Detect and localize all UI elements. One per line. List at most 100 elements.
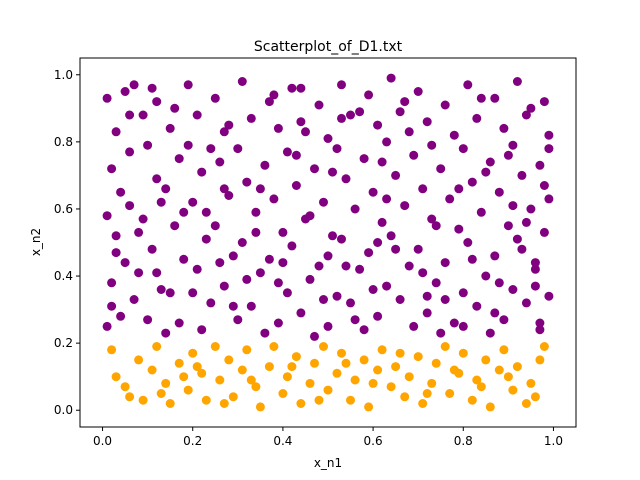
scatter-point-series-1 — [192, 110, 202, 120]
scatter-point-series-2 — [305, 378, 315, 388]
scatter-point-series-1 — [539, 97, 549, 107]
scatter-point-series-2 — [161, 378, 171, 388]
scatter-point-series-1 — [373, 238, 383, 247]
scatter-point-series-1 — [246, 301, 256, 311]
scatter-point-series-1 — [165, 288, 175, 298]
scatter-point-series-1 — [544, 291, 554, 301]
scatter-point-series-1 — [219, 127, 229, 137]
scatter-point-series-2 — [530, 392, 540, 402]
scatter-point-series-1 — [350, 204, 360, 214]
scatter-point-series-1 — [521, 217, 531, 227]
scatter-point-series-1 — [282, 147, 292, 157]
scatter-point-series-1 — [197, 325, 207, 335]
scatter-point-series-1 — [242, 274, 252, 284]
scatter-point-series-1 — [129, 80, 139, 90]
scatter-point-series-1 — [255, 268, 265, 278]
scatter-point-series-2 — [481, 355, 491, 365]
scatter-point-series-1 — [535, 325, 545, 335]
scatter-point-series-1 — [530, 281, 540, 291]
x-axis-ticks: 0.0 0.2 0.4 0.6 0.8 1.0 — [93, 427, 563, 448]
scatter-point-series-1 — [129, 295, 139, 304]
scatter-point-series-1 — [206, 298, 216, 308]
scatter-point-series-1 — [373, 311, 383, 321]
scatter-point-series-1 — [436, 328, 446, 338]
scatter-point-series-1 — [161, 184, 171, 194]
scatter-point-series-1 — [508, 140, 518, 150]
scatter-point-series-2 — [395, 348, 405, 358]
scatter-point-series-1 — [152, 268, 162, 278]
scatter-point-series-2 — [503, 372, 513, 382]
scatter-point-series-2 — [391, 362, 401, 372]
scatter-point-series-1 — [359, 325, 369, 335]
scatter-point-series-1 — [409, 321, 419, 331]
scatter-point-series-1 — [400, 201, 410, 211]
scatter-point-series-2 — [508, 385, 518, 395]
scatter-point-series-1 — [296, 308, 306, 318]
chart-title: Scatterplot_of_D1.txt — [254, 39, 403, 55]
scatter-point-series-1 — [310, 164, 319, 174]
scatter-point-series-1 — [400, 97, 410, 107]
scatter-point-series-2 — [134, 355, 144, 365]
scatter-point-series-2 — [201, 395, 211, 405]
scatter-point-series-1 — [391, 170, 401, 180]
scatter-point-series-1 — [341, 174, 351, 184]
scatter-point-series-2 — [431, 358, 441, 368]
scatter-point-series-2 — [287, 362, 297, 372]
scatter-point-series-1 — [143, 315, 153, 325]
scatter-point-series-1 — [544, 144, 554, 154]
scatter-point-series-1 — [237, 238, 247, 247]
scatter-point-series-1 — [368, 285, 378, 294]
scatter-point-series-1 — [467, 177, 477, 187]
scatter-point-series-1 — [260, 328, 270, 338]
scatter-point-series-1 — [454, 224, 464, 234]
scatter-point-series-1 — [472, 113, 482, 123]
scatter-point-series-1 — [179, 207, 189, 217]
scatter-point-series-2 — [237, 365, 247, 375]
scatter-point-series-2 — [264, 362, 274, 372]
scatter-point-series-1 — [210, 221, 220, 231]
scatter-point-series-2 — [526, 378, 536, 388]
scatter-point-series-1 — [458, 321, 468, 331]
scatter-point-series-2 — [323, 385, 333, 395]
scatter-point-series-1 — [143, 140, 153, 150]
scatter-point-series-2 — [449, 365, 459, 375]
scatter-point-series-1 — [282, 288, 292, 298]
scatter-point-series-1 — [458, 144, 468, 154]
scatter-point-series-1 — [449, 318, 459, 328]
data-points — [102, 73, 554, 412]
scatter-point-series-1 — [382, 194, 392, 204]
scatter-point-series-1 — [138, 214, 148, 224]
scatter-point-series-1 — [264, 97, 274, 107]
scatter-point-series-1 — [503, 221, 513, 231]
scatter-point-series-1 — [125, 147, 135, 157]
scatter-point-series-1 — [287, 241, 297, 251]
scatter-point-series-2 — [138, 395, 148, 405]
scatter-point-series-1 — [355, 264, 365, 274]
scatter-point-series-1 — [526, 103, 536, 113]
scatter-point-series-2 — [337, 348, 346, 358]
scatter-point-series-1 — [206, 144, 216, 154]
scatter-point-series-1 — [530, 258, 540, 268]
scatter-point-series-1 — [476, 93, 486, 103]
y-tick-label: 0.0 — [54, 403, 73, 417]
scatter-point-series-1 — [319, 197, 328, 207]
y-tick-label: 1.0 — [54, 68, 73, 82]
scatter-point-series-1 — [463, 238, 473, 247]
scatter-point-series-1 — [269, 194, 279, 204]
scatter-point-series-1 — [382, 137, 392, 147]
scatter-point-series-1 — [219, 281, 229, 291]
scatter-point-series-1 — [431, 278, 441, 288]
scatter-point-series-1 — [264, 254, 274, 264]
x-tick-label: 0.8 — [454, 434, 473, 448]
scatter-point-series-1 — [323, 134, 333, 143]
scatter-point-series-1 — [337, 113, 346, 123]
scatter-point-series-2 — [282, 372, 292, 382]
scatter-point-series-1 — [192, 264, 202, 274]
scatter-point-series-1 — [494, 187, 504, 197]
scatter-point-series-2 — [228, 392, 238, 402]
scatter-point-series-1 — [314, 100, 324, 110]
scatter-point-series-1 — [273, 318, 283, 328]
scatter-point-series-1 — [152, 174, 162, 184]
scatter-point-series-1 — [210, 93, 220, 103]
scatter-point-series-1 — [147, 83, 157, 93]
